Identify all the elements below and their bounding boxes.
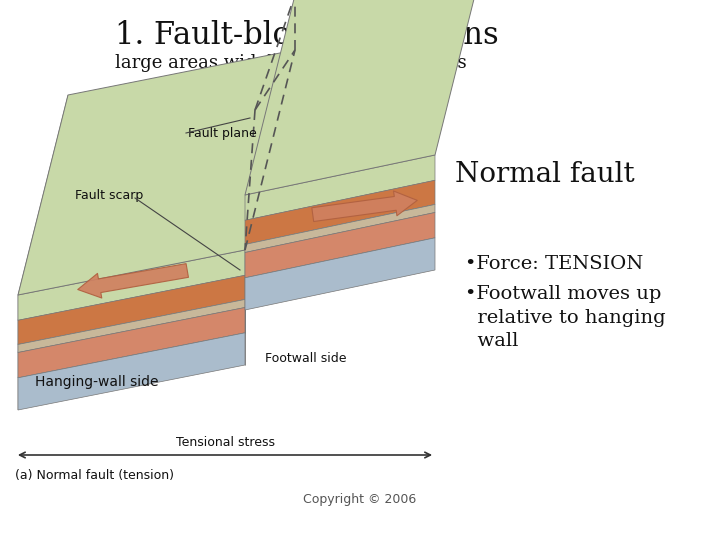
Polygon shape (18, 300, 245, 353)
Text: Normal fault: Normal fault (455, 161, 635, 188)
Text: Fault scarp: Fault scarp (75, 188, 143, 201)
FancyArrowPatch shape (78, 264, 189, 298)
Polygon shape (18, 50, 295, 295)
Text: •Footwall moves up
  relative to hanging
  wall: •Footwall moves up relative to hanging w… (465, 285, 665, 350)
Text: (a) Normal fault (tension): (a) Normal fault (tension) (15, 469, 174, 483)
Text: large areas widely broken up by faults: large areas widely broken up by faults (115, 54, 467, 72)
Polygon shape (18, 275, 245, 345)
Text: Tensional stress: Tensional stress (176, 436, 274, 449)
Polygon shape (18, 152, 68, 378)
Polygon shape (18, 144, 68, 353)
Polygon shape (245, 180, 435, 245)
Polygon shape (18, 250, 245, 320)
Polygon shape (245, 238, 435, 310)
Polygon shape (18, 333, 245, 410)
Polygon shape (245, 0, 485, 195)
Text: Footwall side: Footwall side (265, 352, 346, 365)
Polygon shape (245, 213, 435, 278)
Text: Copyright © 2006: Copyright © 2006 (303, 494, 417, 507)
Text: •Force: TENSION: •Force: TENSION (465, 255, 643, 273)
Polygon shape (18, 307, 245, 378)
Text: 1. Fault-block mountains: 1. Fault-block mountains (115, 19, 499, 51)
Polygon shape (245, 155, 435, 220)
Polygon shape (18, 120, 68, 345)
Polygon shape (18, 95, 68, 320)
FancyArrowPatch shape (312, 191, 418, 221)
Polygon shape (18, 178, 68, 410)
Text: Fault plane: Fault plane (188, 126, 257, 139)
Polygon shape (245, 205, 435, 253)
Text: Hanging-wall side: Hanging-wall side (35, 375, 158, 389)
